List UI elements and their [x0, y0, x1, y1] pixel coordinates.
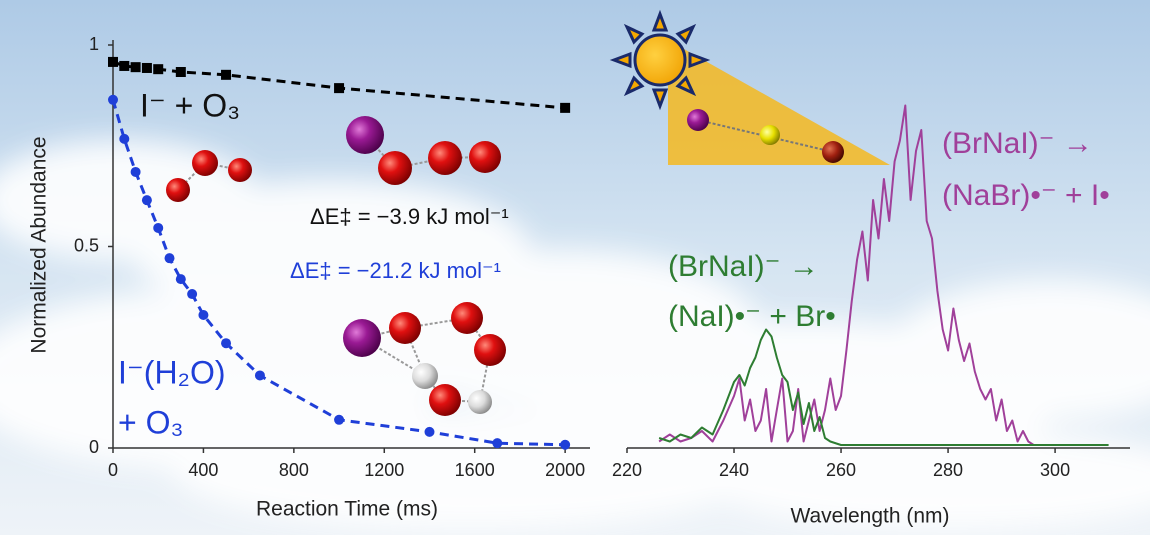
annotation: (BrNaI)⁻ → — [668, 250, 819, 283]
x-tick-label: 0 — [108, 460, 118, 480]
data-point — [221, 70, 231, 80]
data-point — [108, 95, 118, 105]
data-point — [492, 438, 502, 448]
data-point — [560, 440, 570, 450]
data-point — [108, 57, 118, 67]
y-axis-title: Normalized Abundance — [28, 136, 51, 353]
data-point — [198, 310, 208, 320]
annotation: (BrNaI)⁻ → — [942, 127, 1093, 160]
x-tick-label: 300 — [1040, 460, 1070, 480]
x-tick-label: 280 — [933, 460, 963, 480]
chart: 0 400 800 1200 1600 2000 0 0.5 1 Reaction Time (m… — [0, 0, 1150, 535]
x-tick-label: 800 — [279, 460, 309, 480]
annotation: + O₃ — [118, 404, 184, 440]
data-point — [221, 338, 231, 348]
data-point — [119, 134, 129, 144]
x-tick-label: 2000 — [545, 460, 585, 480]
data-point — [560, 103, 570, 113]
data-point — [334, 415, 344, 425]
page: {"chart_data": [ {"type": "line", "xlabe… — [0, 0, 1150, 535]
y-tick-label: 1 — [89, 34, 99, 54]
data-point — [119, 61, 129, 71]
data-point — [142, 63, 152, 73]
x-tick-label: 1200 — [364, 460, 404, 480]
data-point — [131, 167, 141, 177]
x-tick-label: 1600 — [455, 460, 495, 480]
y-tick-label: 0 — [89, 437, 99, 457]
annotation: ΔE‡ = −21.2 kJ mol⁻¹ — [290, 258, 501, 283]
data-point — [153, 64, 163, 74]
annotation: (NaBr)•⁻ + I• — [942, 179, 1110, 212]
x-tick-label: 260 — [826, 460, 856, 480]
data-point — [142, 195, 152, 205]
data-point — [165, 253, 175, 263]
y-tick-label: 0.5 — [74, 235, 99, 255]
data-point — [424, 427, 434, 437]
x-axis-title: Reaction Time (ms) — [256, 498, 438, 521]
annotation: I⁻ + O₃ — [140, 87, 240, 123]
data-point — [176, 67, 186, 77]
data-point — [176, 274, 186, 284]
x-tick-label: 240 — [719, 460, 749, 480]
x-tick-label: 400 — [188, 460, 218, 480]
data-point — [334, 83, 344, 93]
data-point — [187, 289, 197, 299]
background — [0, 0, 1150, 535]
annotation: I⁻(H₂O) — [118, 354, 226, 390]
data-point — [153, 223, 163, 233]
x-tick-label: 220 — [612, 460, 642, 480]
data-point — [131, 62, 141, 72]
data-point — [255, 370, 265, 380]
annotation: ΔE‡ = −3.9 kJ mol⁻¹ — [310, 204, 509, 229]
annotation: (NaI)•⁻ + Br• — [668, 300, 836, 333]
x-axis-title: Wavelength (nm) — [790, 505, 949, 528]
